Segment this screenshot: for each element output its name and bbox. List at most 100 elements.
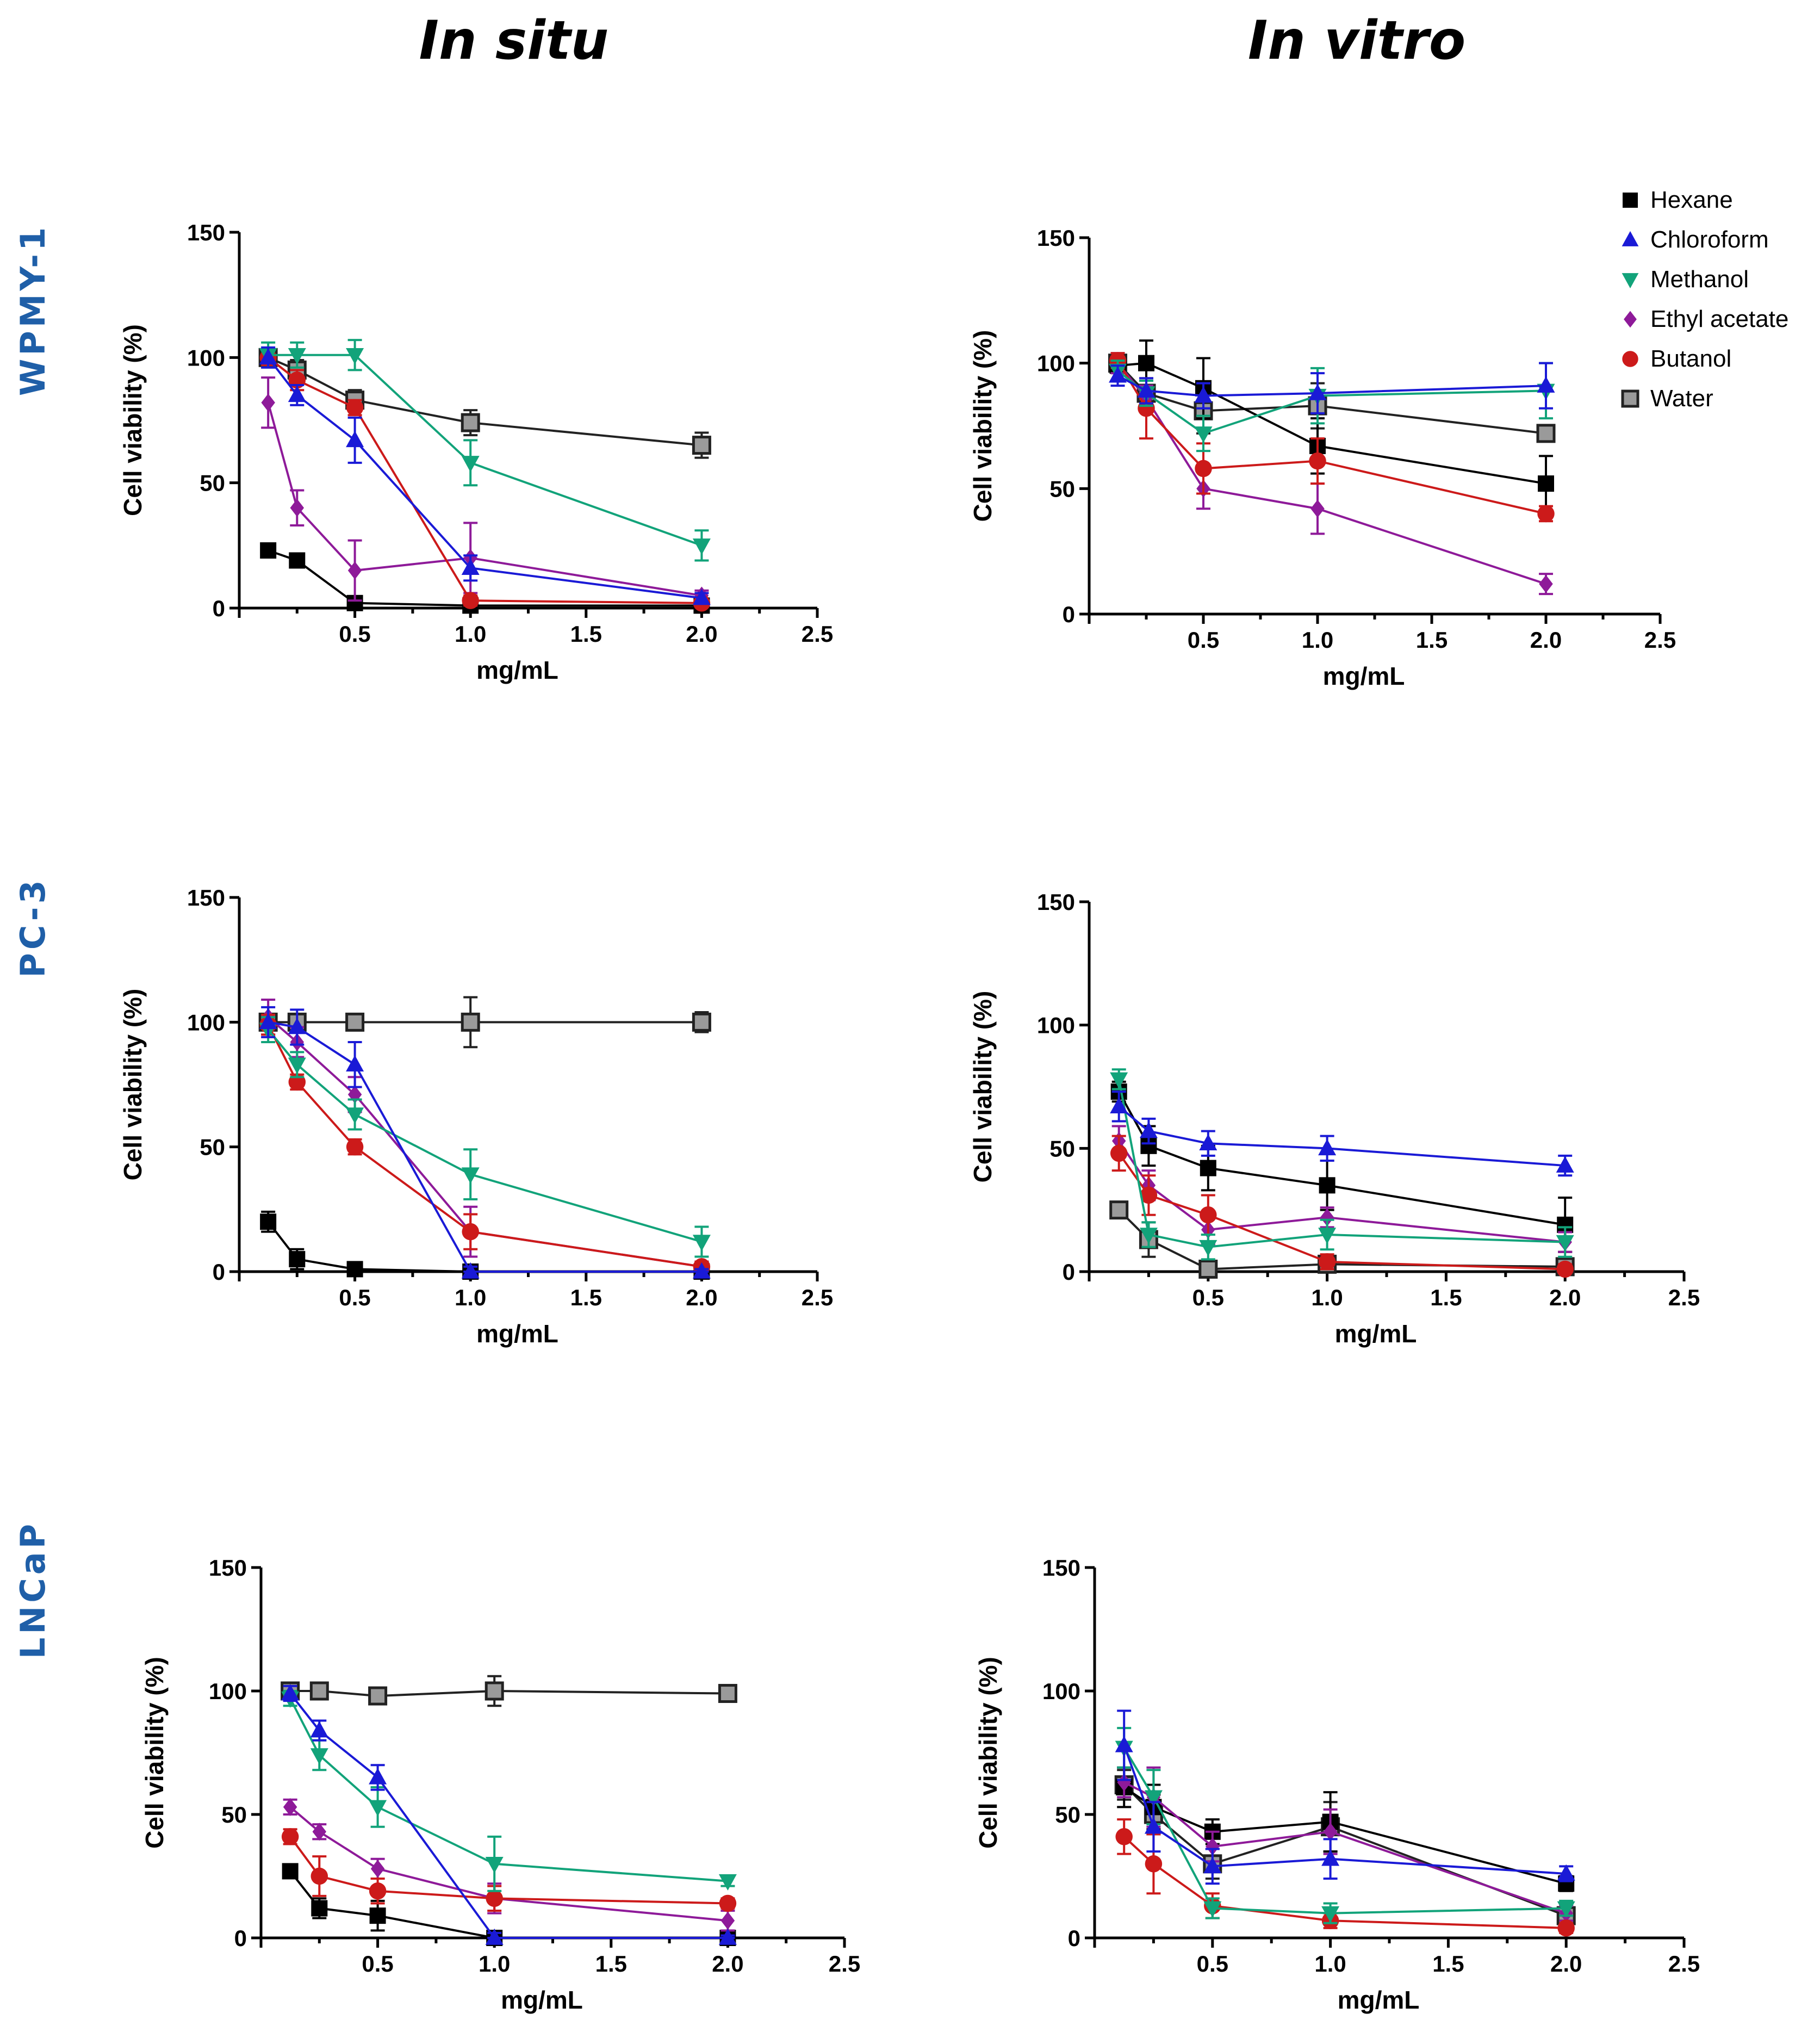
x-tick-label: 0.5 [362, 1951, 393, 1977]
series-chloroform [1115, 1709, 1575, 1885]
data-point [310, 1748, 328, 1765]
data-point [485, 1928, 504, 1945]
series-hexane [282, 1863, 736, 1946]
x-axis-title: mg/mL [1323, 662, 1405, 690]
data-point [461, 559, 480, 575]
data-point [282, 1863, 299, 1880]
data-point [461, 1012, 480, 1032]
chart-wpmy1-in-situ: 0 50 100 150 0.5 1.0 1.5 2.0 2.5 mg/mL Cell viabil… [119, 220, 833, 684]
x-tick-label: 0.5 [1188, 627, 1219, 653]
data-point [1310, 499, 1325, 518]
series-line [268, 549, 702, 607]
data-point [1110, 1072, 1128, 1089]
data-point [259, 1013, 277, 1030]
series-line [1123, 1747, 1567, 1915]
x-axis-title: mg/mL [476, 656, 558, 684]
data-point [719, 1894, 737, 1912]
x-tick-label: 1.5 [1430, 1285, 1462, 1310]
series-line [1118, 1140, 1566, 1243]
data-point [1194, 426, 1213, 443]
x-tick-label: 1.5 [595, 1951, 627, 1977]
y-tick-label: 0 [234, 1925, 247, 1951]
series-line [1123, 1745, 1567, 1875]
x-tick-label: 0.5 [339, 621, 370, 647]
legend-item-hexane: Hexane [1623, 187, 1733, 213]
series-water [258, 348, 711, 459]
series-line [289, 1870, 728, 1939]
data-point [310, 1867, 328, 1885]
series-methanol [281, 1690, 737, 1892]
data-point [289, 1251, 306, 1268]
y-tick-label: 100 [187, 1009, 225, 1035]
series-butanol [259, 349, 711, 612]
data-point [1109, 1200, 1129, 1220]
y-axis-title: Cell viability (%) [968, 330, 997, 522]
data-point [461, 456, 480, 473]
y-tick-label: 150 [187, 220, 225, 245]
data-point [1115, 1828, 1133, 1845]
data-point [1538, 475, 1554, 492]
data-point [288, 348, 306, 364]
x-tick-label: 1.0 [1311, 1285, 1343, 1310]
legend-label: Chloroform [1650, 226, 1769, 253]
row-label-wpmy1: WPMY-1 [13, 224, 53, 396]
series-line [1117, 1079, 1566, 1248]
data-point [692, 588, 711, 605]
data-point [288, 386, 306, 402]
data-point [1144, 1790, 1163, 1807]
legend-label: Ethyl acetate [1650, 306, 1788, 332]
legend-marker [1624, 311, 1637, 328]
series-line [1117, 1091, 1566, 1226]
y-axis-title: Cell viability (%) [140, 1657, 169, 1849]
series-methanol [259, 1016, 711, 1258]
series-line [268, 354, 703, 547]
y-tick-label: 100 [1037, 351, 1075, 376]
data-point [1318, 1139, 1337, 1156]
legend: Hexane Chloroform Methanol Ethyl acetate But… [1621, 187, 1788, 412]
x-axis-title: mg/mL [1335, 1319, 1417, 1348]
data-point [370, 1860, 385, 1878]
x-tick-label: 1.5 [1432, 1951, 1464, 1977]
data-point [1320, 1208, 1334, 1226]
legend-label: Hexane [1650, 187, 1733, 213]
data-point [461, 413, 480, 432]
data-point [1323, 1823, 1338, 1841]
series-hexane [1110, 1080, 1574, 1253]
legend-marker [1622, 231, 1639, 246]
data-point [1200, 1206, 1217, 1224]
chart-lncap-in-situ: 0 50 100 150 0.5 1.0 1.5 2.0 2.5 mg/mL Cell viabil… [140, 1555, 860, 2014]
x-tick-label: 1.5 [1416, 627, 1448, 653]
data-point [462, 592, 479, 609]
x-tick-label: 0.5 [1192, 1285, 1224, 1310]
chart-panels: 0 50 100 150 0.5 1.0 1.5 2.0 2.5 mg/mL Cell viabil… [119, 220, 1700, 2014]
data-point [310, 1721, 328, 1738]
x-tick-label: 1.0 [1314, 1951, 1346, 1977]
legend-item-chloroform: Chloroform [1622, 226, 1769, 253]
x-axis-title: mg/mL [1338, 1986, 1420, 2014]
data-point [289, 552, 306, 569]
series-line [1118, 1153, 1566, 1271]
data-point [720, 1911, 735, 1930]
series-line [267, 1029, 702, 1243]
series-water [1108, 354, 1556, 443]
y-tick-label: 50 [1049, 476, 1075, 501]
series-hexane [1116, 1766, 1575, 1892]
y-tick-label: 0 [1068, 1925, 1080, 1951]
series-line [289, 1836, 728, 1905]
x-tick-label: 1.5 [570, 1285, 602, 1310]
data-point [346, 431, 364, 448]
data-point [347, 561, 362, 580]
series-line [267, 1024, 702, 1268]
y-tick-label: 50 [200, 470, 225, 496]
series-line [1118, 1105, 1566, 1167]
data-point [260, 542, 277, 559]
series-line [267, 356, 702, 604]
series-hexane [260, 1210, 710, 1280]
y-tick-label: 0 [213, 1259, 225, 1285]
x-tick-label: 2.5 [1668, 1951, 1700, 1977]
data-point [485, 1857, 504, 1874]
data-point [1556, 1235, 1574, 1252]
x-axis-title: mg/mL [476, 1319, 558, 1348]
data-point [1194, 386, 1213, 403]
